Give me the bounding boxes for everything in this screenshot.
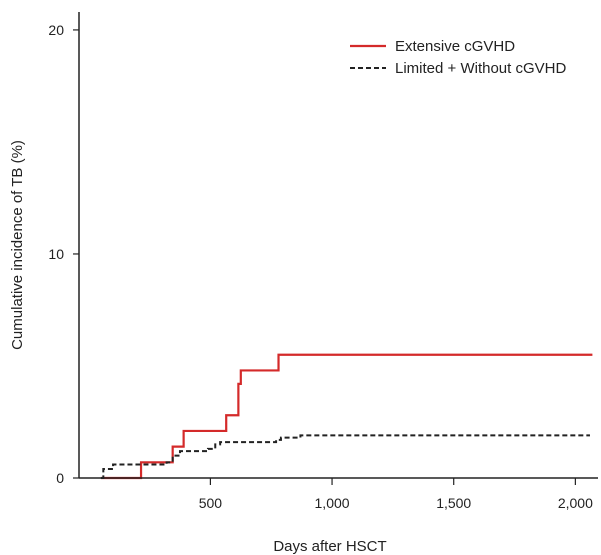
x-axis-title: Days after HSCT [273, 538, 386, 555]
y-tick-label: 20 [48, 22, 64, 38]
plot-area [100, 353, 593, 480]
x-tick-label: 1,500 [436, 495, 471, 511]
x-tick-label: 1,000 [315, 495, 350, 511]
legend: Extensive cGVHD Limited + Without cGVHD [350, 38, 566, 77]
y-ticks: 0 10 20 [48, 22, 79, 486]
series-line-0 [100, 353, 593, 480]
y-tick-label: 0 [56, 470, 64, 486]
legend-label-1: Limited + Without cGVHD [395, 60, 566, 77]
legend-label-0: Extensive cGVHD [395, 38, 515, 55]
y-tick-label: 10 [48, 246, 64, 262]
y-axis-title: Cumulative incidence of TB (%) [9, 140, 26, 350]
x-tick-label: 2,000 [558, 495, 593, 511]
series-line-1 [100, 434, 590, 479]
x-ticks: 500 1,000 1,500 2,000 [199, 478, 593, 511]
x-tick-label: 500 [199, 495, 223, 511]
